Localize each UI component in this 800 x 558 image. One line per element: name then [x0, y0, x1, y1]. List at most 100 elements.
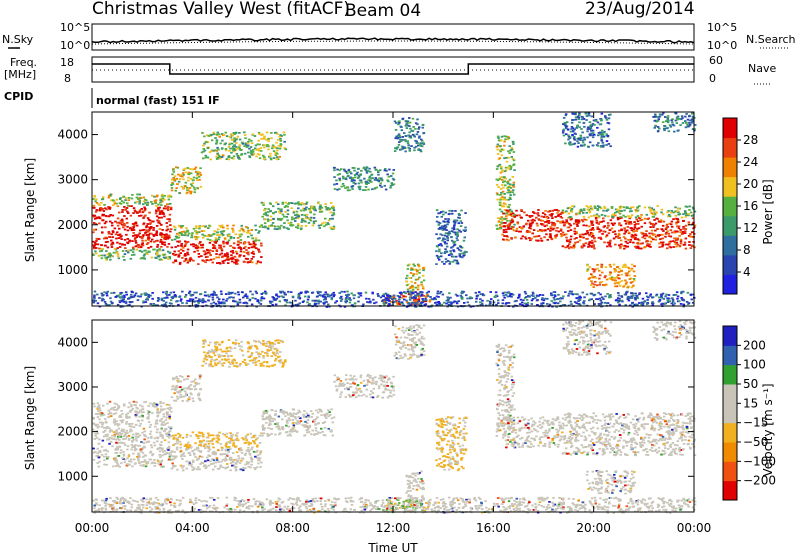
scatter-cell [651, 301, 654, 303]
scatter-cell [104, 301, 107, 303]
scatter-cell [542, 294, 545, 296]
scatter-cell [410, 267, 413, 269]
scatter-cell [445, 258, 448, 260]
scatter-cell [249, 291, 252, 293]
scatter-cell [115, 238, 118, 240]
scatter-cell [136, 201, 139, 203]
scatter-cell [156, 234, 159, 236]
scatter-cell [102, 196, 105, 198]
scatter-cell [575, 119, 578, 121]
scatter-cell [589, 277, 592, 279]
scatter-cell [171, 297, 174, 299]
scatter-cell [277, 219, 280, 221]
scatter-cell [672, 301, 675, 303]
scatter-cell [614, 244, 617, 246]
scatter-cell [351, 179, 354, 181]
scatter-cell [604, 275, 607, 277]
scatter-cell [244, 137, 247, 139]
scatter-cell [255, 229, 257, 231]
scatter-cell [171, 190, 174, 192]
scatter-cell [280, 225, 283, 227]
scatter-cell [95, 413, 98, 415]
scatter-cell [528, 237, 531, 239]
scatter-cell [598, 270, 601, 272]
scatter-cell [333, 214, 336, 216]
colorbar-segment [723, 118, 737, 138]
scatter-cell [654, 125, 657, 127]
scatter-cell [101, 231, 104, 233]
scatter-cell [285, 202, 288, 204]
scatter-cell [98, 255, 101, 257]
scatter-cell [135, 293, 138, 295]
scatter-cell [504, 184, 507, 186]
scatter-cell [333, 176, 336, 178]
scatter-cell [500, 192, 503, 194]
scatter-cell [217, 239, 220, 241]
scatter-cell [583, 296, 586, 298]
scatter-cell [537, 240, 540, 242]
scatter-cell [637, 210, 640, 212]
scatter-cell [157, 448, 160, 450]
scatter-cell [139, 425, 142, 427]
scatter-cell [146, 293, 149, 295]
scatter-cell [92, 254, 95, 256]
scatter-cell [620, 229, 623, 231]
scatter-cell [446, 224, 449, 226]
scatter-cell [127, 205, 130, 207]
scatter-cell [580, 135, 583, 137]
scatter-cell [149, 222, 152, 224]
scatter-cell [640, 248, 643, 250]
scatter-cell [628, 232, 631, 234]
scatter-cell [660, 212, 663, 214]
scatter-cell [243, 302, 246, 304]
scatter-cell [391, 298, 394, 300]
scatter-cell [655, 211, 658, 213]
scatter-cell [263, 209, 266, 211]
scatter-cell [117, 234, 120, 236]
scatter-cell [367, 170, 370, 172]
scatter-cell [342, 176, 345, 178]
scatter-cell [145, 226, 148, 228]
scatter-cell [384, 185, 387, 187]
scatter-cell [682, 213, 685, 215]
scatter-cell [149, 295, 152, 297]
scatter-cell [560, 235, 563, 237]
scatter-cell [673, 131, 676, 133]
scatter-cell [662, 225, 665, 227]
scatter-cell [365, 298, 368, 300]
scatter-cell [607, 222, 610, 224]
scatter-region [92, 412, 173, 456]
scatter-cell [453, 227, 456, 229]
scatter-cell [438, 259, 441, 261]
scatter-cell [646, 299, 649, 301]
scatter-cell [573, 247, 576, 249]
scatter-cell [108, 443, 111, 445]
scatter-cell [279, 212, 282, 214]
scatter-cell [287, 206, 290, 208]
scatter-cell [422, 127, 425, 129]
scatter-cell [677, 208, 680, 210]
scatter-cell [96, 217, 99, 219]
scatter-cell [501, 170, 504, 172]
scatter-cell [270, 132, 273, 134]
scatter-cell [297, 225, 300, 227]
scatter-cell [223, 302, 226, 304]
scatter-cell [454, 210, 457, 212]
scatter-cell [162, 249, 165, 251]
scatter-cell [507, 211, 510, 213]
scatter-cell [589, 241, 592, 243]
scatter-cell [675, 223, 678, 225]
scatter-cell [108, 232, 111, 234]
scatter-cell [294, 300, 297, 302]
scatter-cell [205, 157, 208, 159]
scatter-cell [602, 144, 605, 146]
scatter-cell [633, 265, 636, 267]
scatter-cell [614, 233, 617, 235]
scatter-cell [297, 227, 300, 229]
scatter-cell [344, 187, 347, 189]
scatter-cell [376, 179, 379, 181]
scatter-cell [237, 291, 240, 293]
scatter-cell [618, 295, 621, 297]
scatter-cell [681, 115, 684, 117]
